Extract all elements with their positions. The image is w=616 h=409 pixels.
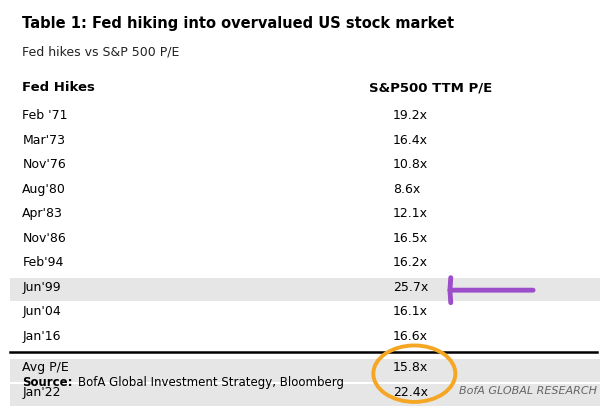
Text: Jan'22: Jan'22 (22, 386, 61, 399)
Text: Nov'86: Nov'86 (22, 232, 66, 245)
Text: Avg P/E: Avg P/E (22, 362, 69, 374)
Text: 12.1x: 12.1x (393, 207, 428, 220)
Text: Jun'99: Jun'99 (22, 281, 61, 294)
Text: Table 1: Fed hiking into overvalued US stock market: Table 1: Fed hiking into overvalued US s… (22, 16, 455, 31)
Text: BofA Global Investment Strategy, Bloomberg: BofA Global Investment Strategy, Bloombe… (78, 376, 344, 389)
Text: Jan'16: Jan'16 (22, 330, 61, 343)
Text: 15.8x: 15.8x (393, 362, 428, 374)
Text: 10.8x: 10.8x (393, 158, 428, 171)
Text: 16.5x: 16.5x (393, 232, 428, 245)
Text: Feb '71: Feb '71 (22, 109, 68, 122)
Text: Aug'80: Aug'80 (22, 183, 67, 196)
Text: Feb'94: Feb'94 (22, 256, 64, 269)
Bar (10, 279, 600, 301)
Text: 16.1x: 16.1x (393, 306, 428, 318)
Text: Apr'83: Apr'83 (22, 207, 63, 220)
Text: 8.6x: 8.6x (393, 183, 420, 196)
Text: Fed Hikes: Fed Hikes (22, 81, 95, 94)
Text: 16.6x: 16.6x (393, 330, 428, 343)
Text: Source:: Source: (22, 376, 73, 389)
Bar (10, 384, 600, 406)
Bar (10, 359, 600, 382)
Text: 19.2x: 19.2x (393, 109, 428, 122)
Text: 16.4x: 16.4x (393, 134, 428, 146)
Text: Fed hikes vs S&P 500 P/E: Fed hikes vs S&P 500 P/E (22, 46, 180, 59)
Text: 22.4x: 22.4x (393, 386, 428, 399)
Text: S&P500 TTM P/E: S&P500 TTM P/E (369, 81, 492, 94)
Text: Mar'73: Mar'73 (22, 134, 65, 146)
Text: BofA GLOBAL RESEARCH: BofA GLOBAL RESEARCH (459, 386, 597, 396)
Text: Nov'76: Nov'76 (22, 158, 66, 171)
Text: 16.2x: 16.2x (393, 256, 428, 269)
Text: Jun'04: Jun'04 (22, 306, 61, 318)
Text: 25.7x: 25.7x (393, 281, 428, 294)
